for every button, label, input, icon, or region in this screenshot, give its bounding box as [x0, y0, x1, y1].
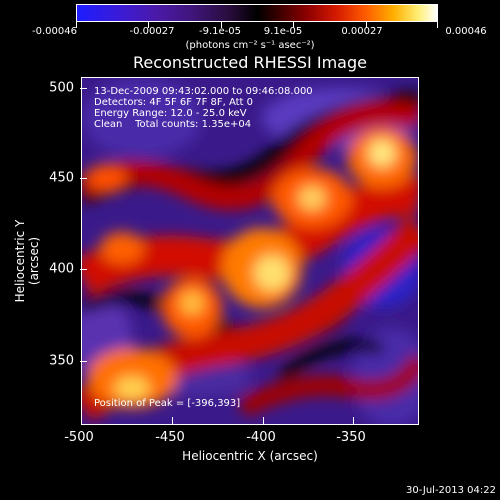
y-tick-label: 350 [49, 353, 74, 369]
y-tick-label: 400 [49, 261, 74, 277]
x-tick-label: -500 [64, 430, 94, 445]
colorbar-tick [366, 22, 367, 28]
colorbar [76, 4, 438, 22]
y-tick [80, 269, 87, 270]
y-tick [80, 88, 87, 89]
timestamp: 30-Jul-2013 04:22 [405, 485, 496, 496]
y-tick-label: 500 [49, 80, 74, 96]
colorbar-tick-label: 9.1e-05 [263, 26, 303, 37]
x-tick [263, 417, 264, 424]
annotation-peak-position: Position of Peak = [-396,393] [94, 398, 241, 409]
x-tick-label: -450 [155, 430, 185, 445]
x-tick [353, 417, 354, 424]
y-tick [80, 361, 87, 362]
colorbar-tick [148, 22, 149, 28]
x-tick-label: -400 [246, 430, 276, 445]
annotation-energy-range: Energy Range: 12.0 - 25.0 keV [94, 108, 247, 119]
y-tick-label: 450 [49, 170, 74, 186]
x-tick [81, 417, 82, 424]
annotation-time-range: 13-Dec-2009 09:43:02.000 to 09:46:08.000 [94, 86, 313, 97]
colorbar-tick [437, 22, 438, 28]
colorbar-tick-label: -9.1e-05 [199, 26, 241, 37]
reconstructed-image: 13-Dec-2009 09:43:02.000 to 09:46:08.000… [81, 77, 419, 425]
colorbar-tick-label: 0.00046 [445, 26, 487, 37]
image-title: Reconstructed RHESSI Image [133, 53, 367, 72]
colorbar-tick [76, 22, 77, 28]
colorbar-tick-label: -0.00027 [129, 26, 175, 37]
x-tick-label: -350 [336, 430, 366, 445]
x-axis-title: Heliocentric X (arcsec) [182, 449, 318, 463]
annotation-clean-counts: Clean Total counts: 1.35e+04 [94, 119, 252, 130]
y-axis-title: Heliocentric Y (arcsec) [13, 219, 41, 303]
annotation-detectors: Detectors: 4F 5F 6F 7F 8F, Att 0 [94, 97, 254, 108]
image-map [82, 78, 418, 424]
colorbar-tick [221, 22, 222, 28]
colorbar-tick-label: -0.00046 [32, 26, 77, 37]
y-tick [80, 178, 87, 179]
colorbar-units: (photons cm⁻² s⁻¹ asec⁻²) [185, 40, 315, 51]
colorbar-tick [293, 22, 294, 28]
x-tick [172, 417, 173, 424]
colorbar-tick-label: 0.00027 [341, 26, 383, 37]
